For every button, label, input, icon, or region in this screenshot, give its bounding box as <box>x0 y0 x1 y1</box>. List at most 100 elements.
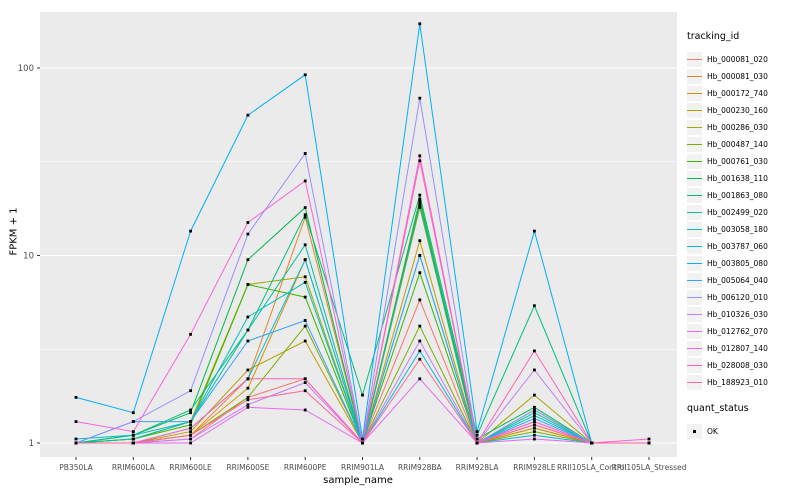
legend-item-label: Hb_005064_040 <box>707 276 768 285</box>
legend-key-line <box>687 314 702 316</box>
x-tick-label: RRIM600PE <box>284 463 327 472</box>
data-point <box>533 368 536 372</box>
legend-item-label: Hb_002499_020 <box>707 208 768 217</box>
data-point <box>246 405 250 409</box>
legend-key-line <box>687 93 702 95</box>
data-point <box>246 377 250 381</box>
data-point <box>418 154 422 158</box>
data-point <box>533 304 536 308</box>
data-point <box>647 441 651 445</box>
data-point <box>303 215 307 219</box>
legend-key-line <box>687 59 702 61</box>
data-point <box>647 437 651 441</box>
data-point <box>246 221 250 224</box>
data-point <box>533 430 536 433</box>
data-point <box>303 280 307 284</box>
data-point <box>475 441 479 445</box>
legend-item-label: Hb_188923_010 <box>707 378 768 387</box>
data-point <box>303 179 307 183</box>
legend-key-line <box>687 212 702 214</box>
data-point <box>189 441 192 445</box>
legend-key-line <box>687 365 702 367</box>
data-point <box>533 417 536 420</box>
data-point <box>303 243 307 247</box>
data-point <box>361 437 364 441</box>
legend-item-quant-ok: OK <box>687 423 799 440</box>
data-point <box>131 433 135 437</box>
data-point <box>303 73 307 77</box>
data-point <box>418 349 422 353</box>
data-point <box>533 411 536 415</box>
legend-key-swatch <box>687 341 702 356</box>
data-point <box>246 398 250 402</box>
data-point <box>475 433 479 437</box>
y-tick-label: 1 <box>29 439 34 449</box>
data-point <box>246 232 250 236</box>
legend-item-Hb_003787_060: Hb_003787_060 <box>687 238 799 255</box>
x-tick-label: RRII105LA_Control <box>557 463 627 472</box>
data-point <box>418 254 422 257</box>
data-point <box>189 411 192 415</box>
legend-key-swatch <box>687 103 702 118</box>
data-point <box>361 393 364 397</box>
data-point <box>246 368 250 372</box>
legend-key-line <box>687 76 702 78</box>
x-tick-label: RRIM600LA <box>112 463 156 472</box>
x-tick-label: RRIM600LE <box>169 463 212 472</box>
legend-title-quant-status: quant_status <box>687 403 749 414</box>
legend-key-line <box>687 246 702 248</box>
legend-key-swatch <box>687 222 702 237</box>
data-point <box>246 396 250 399</box>
data-point <box>303 408 307 412</box>
legend-key-line <box>687 110 702 112</box>
legend-key-line <box>687 144 702 146</box>
data-point <box>533 408 536 412</box>
data-point <box>246 386 250 390</box>
data-point <box>189 332 192 336</box>
data-point <box>303 295 307 299</box>
data-point <box>533 426 536 430</box>
data-point <box>246 403 250 407</box>
data-point <box>74 420 78 423</box>
legend-item-Hb_000230_160: Hb_000230_160 <box>687 102 799 119</box>
data-point <box>246 113 250 117</box>
data-point <box>189 408 192 412</box>
x-tick-label: PB350LA <box>59 463 93 472</box>
legend-item-Hb_006120_010: Hb_006120_010 <box>687 289 799 306</box>
data-point <box>303 381 307 384</box>
data-point <box>533 437 536 441</box>
legend-key-swatch <box>687 324 702 339</box>
legend-key-swatch <box>687 120 702 135</box>
y-tick-label: 100 <box>18 64 34 74</box>
legend-item-Hb_000081_030: Hb_000081_030 <box>687 68 799 85</box>
data-point <box>418 271 422 275</box>
legend-key-swatch <box>687 358 702 373</box>
data-point <box>303 152 307 155</box>
x-tick-label: RRIM928LA <box>456 463 500 472</box>
data-point <box>74 441 78 445</box>
legend-item-label: Hb_000172_740 <box>707 89 768 98</box>
legend-item-Hb_000761_030: Hb_000761_030 <box>687 153 799 170</box>
data-point <box>533 433 536 437</box>
data-point <box>246 339 250 343</box>
data-point <box>131 430 135 433</box>
data-point <box>418 239 422 243</box>
legend-item-Hb_012807_140: Hb_012807_140 <box>687 340 799 357</box>
legend-key-swatch <box>687 69 702 84</box>
plot-panel <box>40 12 677 457</box>
y-tick-label: 10 <box>23 251 34 261</box>
legend-item-label: Hb_000081_030 <box>707 72 768 81</box>
legend-key-swatch <box>687 171 702 186</box>
legend-shape-items: OK <box>687 423 799 440</box>
data-point <box>303 275 307 279</box>
legend: tracking_id Hb_000081_020 Hb_000081_030 Hb… <box>687 31 799 440</box>
legend-key-swatch <box>687 188 702 203</box>
data-point <box>418 298 422 302</box>
y-axis-title: FPKM + 1 <box>8 207 20 256</box>
legend-item-label: Hb_003058_180 <box>707 225 768 234</box>
data-point <box>131 411 135 415</box>
legend-key-line <box>687 229 702 231</box>
legend-item-label: Hb_003787_060 <box>707 242 768 251</box>
legend-item-label: Hb_001638_110 <box>707 174 768 183</box>
data-point <box>418 159 422 163</box>
